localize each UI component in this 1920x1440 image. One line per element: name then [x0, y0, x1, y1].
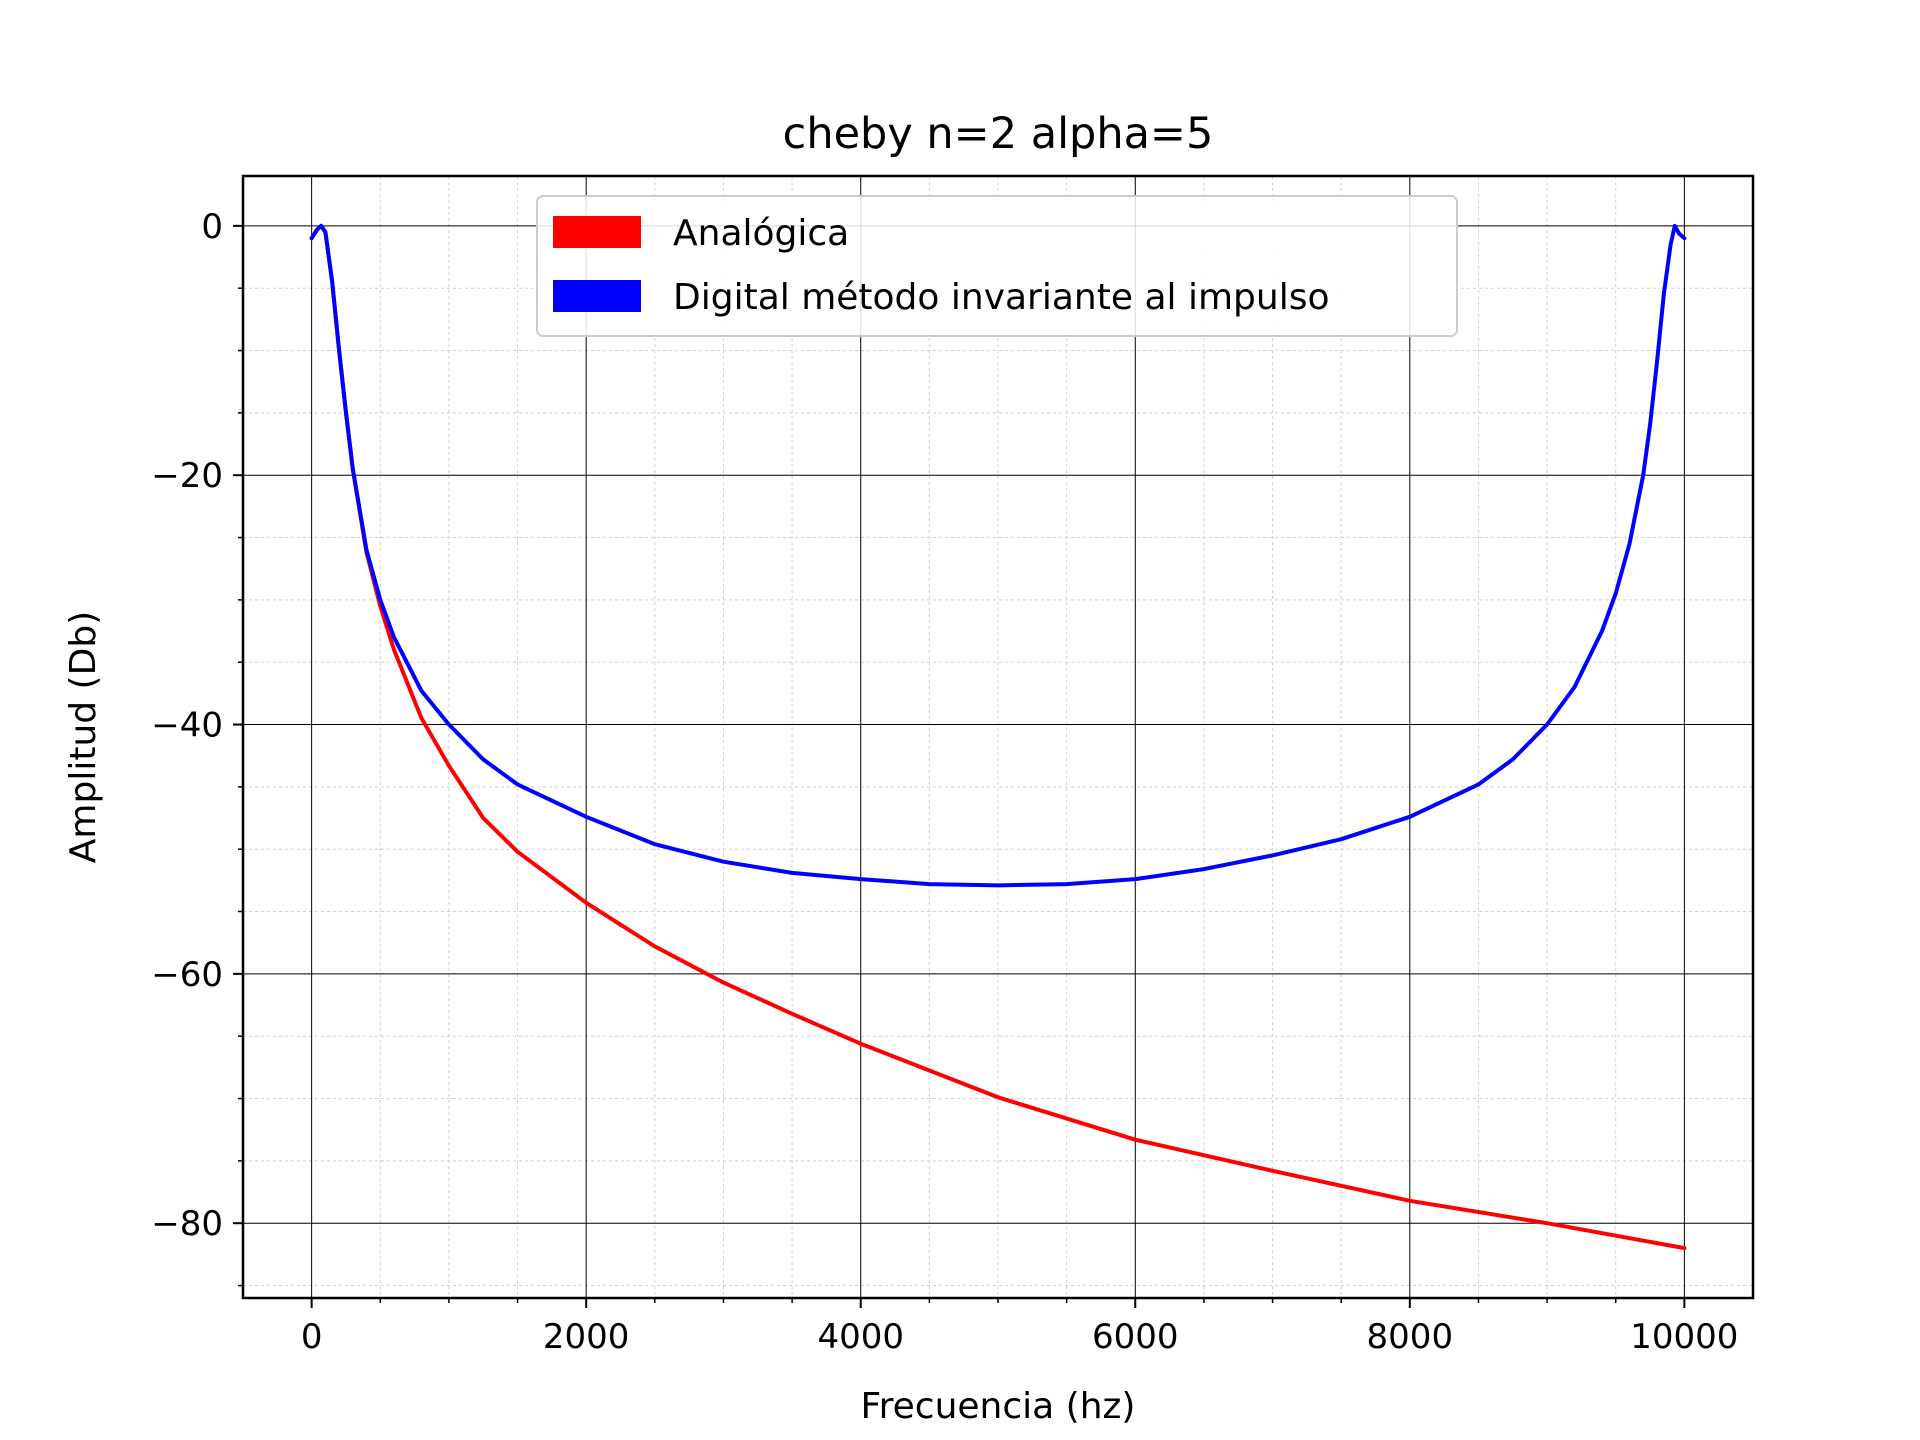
x-tick-label: 4000 — [817, 1317, 904, 1357]
y-axis-title: Amplitud (Db) — [63, 611, 104, 863]
major-grid — [243, 176, 1753, 1298]
x-tick-label: 6000 — [1092, 1317, 1179, 1357]
legend-label-analogica: Analógica — [673, 213, 849, 254]
x-tick-label: 8000 — [1367, 1317, 1454, 1357]
x-tick-label: 0 — [301, 1317, 323, 1357]
y-tick-label: 0 — [201, 207, 223, 247]
x-tick-label: 10000 — [1630, 1317, 1738, 1357]
y-tick-label: −60 — [151, 955, 223, 995]
y-tick-label: −80 — [151, 1204, 223, 1244]
legend-box — [536, 195, 1458, 337]
series-line-digital — [309, 223, 1687, 888]
y-tick-label: −20 — [151, 456, 223, 496]
legend-swatch-digital — [553, 280, 641, 312]
minor-grid — [243, 176, 1753, 1298]
y-tick-label: −40 — [151, 706, 223, 746]
x-tick-label: 2000 — [543, 1317, 630, 1357]
legend: Analógica Digital método invariante al im… — [536, 195, 1458, 337]
axis-ticks: 0 2000 4000 6000 8000 10000 0 −20 −40 −60 −80 — [151, 207, 1738, 1357]
legend-swatch-analogica — [553, 216, 641, 248]
legend-label-digital: Digital método invariante al impulso — [673, 277, 1329, 318]
chart-title: cheby n=2 alpha=5 — [783, 109, 1214, 159]
x-axis-title: Frecuencia (hz) — [861, 1386, 1136, 1427]
series-layer — [309, 223, 1687, 1251]
